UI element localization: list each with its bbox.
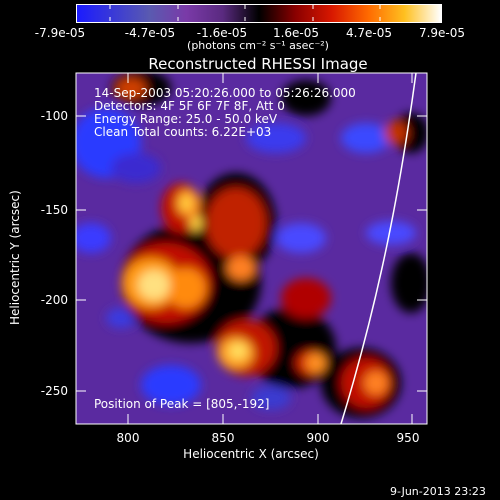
peak-position-label: Position of Peak = [805,-192] bbox=[94, 397, 270, 411]
y-tick-label: -150 bbox=[40, 203, 68, 217]
colorbar-units-label: (photons cm⁻² s⁻¹ asec⁻²) bbox=[187, 39, 329, 52]
x-axis-label: Heliocentric X (arcsec) bbox=[183, 447, 319, 461]
x-tick-label: 850 bbox=[211, 431, 235, 445]
colorbar-tick-label: 1.6e-05 bbox=[272, 26, 320, 40]
colorbar-tick-label: -7.9e-05 bbox=[34, 26, 86, 40]
colorbar-tick-label: -4.7e-05 bbox=[124, 26, 176, 40]
info-line-detectors: Detectors: 4F 5F 6F 7F 8F, Att 0 bbox=[94, 99, 285, 113]
colorbar-tick-label: 7.9e-05 bbox=[418, 26, 466, 40]
rhessi-image-map bbox=[76, 73, 427, 424]
y-tick-label: -200 bbox=[40, 293, 68, 307]
x-tick-label: 900 bbox=[306, 431, 330, 445]
timestamp: 9-Jun-2013 23:23 bbox=[390, 485, 486, 498]
info-line-counts: Clean Total counts: 6.22E+03 bbox=[94, 125, 272, 139]
y-tick-label: -100 bbox=[40, 109, 68, 123]
y-tick-label: -250 bbox=[40, 384, 68, 398]
x-tick-label: 800 bbox=[116, 431, 140, 445]
colorbar bbox=[76, 4, 442, 23]
info-line-energy: Energy Range: 25.0 - 50.0 keV bbox=[94, 112, 278, 126]
rhessi-image: 14-Sep-2003 05:20:26.000 to 05:26:26.000… bbox=[76, 73, 427, 424]
x-tick-label: 950 bbox=[396, 431, 420, 445]
plot-title: Reconstructed RHESSI Image bbox=[148, 55, 368, 73]
info-line-time: 14-Sep-2003 05:20:26.000 to 05:26:26.000 bbox=[94, 86, 356, 100]
solar-limb-line bbox=[340, 73, 417, 424]
y-axis-label: Heliocentric Y (arcsec) bbox=[8, 190, 22, 325]
colorbar-tick-label: 4.7e-05 bbox=[345, 26, 393, 40]
colorbar-tick-label: -1.6e-05 bbox=[196, 26, 248, 40]
